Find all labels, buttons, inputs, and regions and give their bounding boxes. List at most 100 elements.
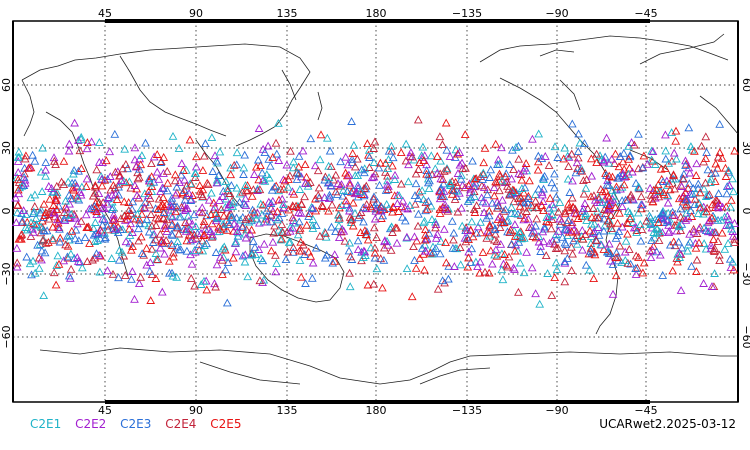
occultation-marker — [496, 239, 506, 248]
occultation-marker — [439, 224, 449, 233]
occultation-marker — [73, 219, 82, 228]
occultation-marker — [717, 153, 727, 162]
occultation-marker — [276, 235, 286, 244]
occultation-marker — [165, 268, 174, 277]
occultation-marker — [152, 167, 162, 176]
occultation-marker — [443, 206, 453, 215]
occultation-marker — [650, 233, 659, 242]
occultation-marker — [263, 141, 273, 150]
occultation-marker — [598, 187, 608, 196]
occultation-marker — [26, 163, 36, 172]
occultation-marker — [145, 266, 155, 275]
occultation-marker — [353, 236, 363, 245]
occultation-marker — [284, 237, 294, 246]
occultation-marker — [410, 255, 419, 264]
occultation-marker — [369, 194, 379, 203]
occultation-marker — [503, 215, 513, 224]
occultation-marker — [404, 160, 413, 169]
occultation-marker — [550, 239, 559, 248]
occultation-marker — [344, 246, 354, 255]
occultation-marker — [82, 257, 92, 266]
occultation-marker — [564, 161, 573, 170]
occultation-marker — [59, 214, 69, 223]
occultation-marker — [573, 147, 583, 156]
occultation-marker — [218, 192, 228, 200]
occultation-marker — [331, 227, 340, 236]
occultation-marker — [89, 230, 99, 239]
occultation-marker — [669, 171, 678, 180]
occultation-marker — [431, 233, 441, 242]
occultation-marker — [514, 194, 523, 203]
occultation-marker — [509, 165, 518, 174]
occultation-marker — [730, 218, 739, 227]
occultation-marker — [503, 227, 512, 236]
occultation-marker — [148, 238, 158, 246]
occultation-marker — [413, 115, 423, 124]
occultation-marker — [76, 132, 86, 141]
occultation-marker — [583, 204, 593, 213]
occultation-marker — [526, 200, 536, 209]
occultation-marker — [466, 257, 476, 266]
occultation-marker — [69, 169, 78, 178]
occultation-marker — [612, 182, 621, 191]
occultation-marker — [52, 188, 62, 197]
occultation-marker — [589, 191, 599, 200]
occultation-marker — [439, 186, 449, 195]
occultation-marker — [310, 161, 320, 170]
occultation-marker — [475, 268, 485, 277]
occultation-marker — [93, 236, 102, 245]
occultation-marker — [709, 235, 718, 243]
occultation-marker — [475, 257, 485, 266]
bottom-tick-label: −45 — [634, 404, 657, 417]
occultation-marker — [575, 166, 585, 175]
occultation-marker — [668, 207, 677, 216]
occultation-marker — [547, 178, 557, 187]
occultation-marker — [168, 131, 178, 140]
occultation-marker — [103, 266, 112, 275]
occultation-marker — [664, 226, 674, 235]
occultation-marker — [724, 166, 733, 175]
occultation-marker — [64, 139, 74, 148]
occultation-marker — [602, 180, 612, 189]
occultation-marker — [222, 298, 232, 307]
occultation-marker — [116, 214, 126, 223]
occultation-marker — [259, 275, 269, 284]
occultation-marker — [652, 185, 662, 194]
occultation-marker — [94, 250, 104, 259]
occultation-marker — [492, 237, 502, 246]
occultation-marker — [212, 178, 222, 187]
occultation-marker — [384, 146, 394, 155]
occultation-marker — [456, 174, 466, 183]
occultation-marker — [44, 214, 54, 223]
occultation-marker — [258, 256, 268, 265]
occultation-marker — [47, 183, 56, 192]
occultation-marker — [564, 199, 573, 208]
occultation-marker — [625, 192, 635, 201]
occultation-marker — [155, 229, 165, 238]
occultation-marker — [648, 147, 658, 156]
occultation-marker — [554, 226, 563, 235]
occultation-marker — [484, 206, 494, 215]
occultation-marker — [430, 164, 440, 173]
occultation-marker — [227, 212, 237, 221]
occultation-marker — [369, 158, 379, 166]
occultation-marker — [367, 173, 377, 182]
occultation-marker — [722, 182, 732, 191]
occultation-marker — [238, 222, 247, 231]
occultation-marker — [91, 198, 100, 207]
occultation-marker — [55, 233, 65, 242]
occultation-marker — [251, 214, 261, 223]
occultation-marker — [232, 227, 242, 236]
occultation-marker — [82, 144, 92, 153]
occultation-marker — [341, 168, 350, 177]
occultation-marker — [279, 175, 288, 184]
occultation-marker — [386, 245, 396, 254]
occultation-marker — [701, 154, 711, 162]
occultation-marker — [500, 250, 509, 258]
occultation-marker — [273, 215, 282, 224]
occultation-marker — [514, 287, 523, 296]
occultation-marker — [586, 192, 596, 201]
occultation-marker — [442, 165, 452, 174]
occultation-marker — [603, 205, 612, 214]
occultation-marker — [70, 118, 79, 127]
